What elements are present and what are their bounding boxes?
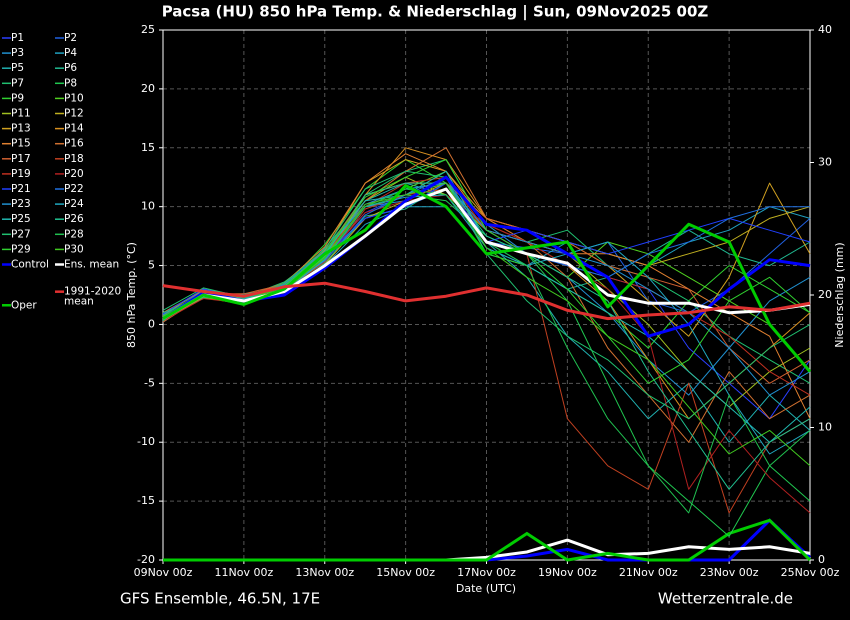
x-tick-label: 17Nov 00z (457, 566, 516, 579)
precip-line (163, 518, 812, 562)
y-tick-label: 15 (141, 141, 155, 154)
legend-label: P20 (64, 168, 84, 180)
y2-tick-label: 10 (818, 421, 832, 434)
x-tick-label: 15Nov 00z (376, 566, 435, 579)
y-tick-label: -5 (144, 376, 155, 389)
legend-label: P24 (64, 198, 84, 210)
precip-line (163, 518, 812, 562)
legend-label: 1991-2020 mean (64, 286, 121, 308)
legend-label: P1 (11, 32, 24, 44)
legend-label: P22 (64, 183, 84, 195)
legend-label: P10 (64, 92, 84, 104)
y2-tick-label: 30 (818, 156, 832, 169)
x-axis-label: Date (UTC) (456, 582, 516, 595)
legend-label: Ens. mean (64, 259, 119, 271)
legend-label: P17 (11, 153, 31, 165)
legend-label: P30 (64, 243, 84, 255)
legend-label: P8 (64, 77, 77, 89)
x-tick-label: 11Nov 00z (215, 566, 274, 579)
legend-label: P29 (11, 243, 31, 255)
temp-line (162, 184, 812, 373)
legend-label: P12 (64, 108, 84, 120)
y-tick-label: 10 (141, 200, 155, 213)
y-tick-label: -10 (137, 435, 155, 448)
legend-label: P13 (11, 123, 31, 135)
y-tick-label: -20 (137, 553, 155, 566)
legend-label: Oper (11, 299, 37, 311)
temp-line (162, 182, 811, 384)
legend-label: P7 (11, 77, 24, 89)
temp-line (162, 175, 811, 338)
legend-label: P26 (64, 213, 84, 225)
y-axis-label: 850 hPa Temp. (°C) (125, 242, 138, 348)
y-tick-label: -15 (137, 494, 155, 507)
legend-label: P2 (64, 32, 77, 44)
y2-tick-label: 0 (818, 553, 825, 566)
y2-tick-label: 40 (818, 23, 832, 36)
footer-source: GFS Ensemble, 46.5N, 17E (120, 590, 320, 608)
legend-label: P15 (11, 138, 31, 150)
x-tick-label: 19Nov 00z (538, 566, 597, 579)
legend-label: P18 (64, 153, 84, 165)
legend-label: P5 (11, 62, 24, 74)
legend-label: P28 (64, 228, 84, 240)
legend-label: P19 (11, 168, 31, 180)
y2-axis-label: Niederschlag (mm) (833, 242, 846, 347)
y-tick-label: 0 (148, 317, 155, 330)
x-tick-label: 25Nov 00z (781, 566, 840, 579)
legend-label: P3 (11, 47, 24, 59)
y2-tick-label: 20 (818, 288, 832, 301)
y-tick-label: 25 (141, 23, 155, 36)
legend-label: P9 (11, 92, 24, 104)
legend-label: P16 (64, 138, 84, 150)
legend-label: P25 (11, 213, 31, 225)
x-tick-label: 23Nov 00z (700, 566, 759, 579)
legend-label: P11 (11, 108, 31, 120)
x-tick-label: 13Nov 00z (295, 566, 354, 579)
legend-label: P27 (11, 228, 31, 240)
temp-line (162, 182, 811, 467)
y-tick-label: 20 (141, 82, 155, 95)
footer-site: Wetterzentrale.de (658, 590, 793, 608)
legend-label: P23 (11, 198, 31, 210)
legend-label: P6 (64, 62, 77, 74)
temp-line (162, 281, 811, 321)
x-tick-label: 09Nov 00z (134, 566, 193, 579)
legend-label: P4 (64, 47, 77, 59)
legend-label: Control (11, 259, 49, 271)
x-tick-label: 21Nov 00z (619, 566, 678, 579)
y-tick-label: 5 (148, 259, 155, 272)
legend-label: P21 (11, 183, 31, 195)
chart-title: Pacsa (HU) 850 hPa Temp. & Niederschlag … (162, 3, 709, 22)
legend-label: P14 (64, 123, 84, 135)
